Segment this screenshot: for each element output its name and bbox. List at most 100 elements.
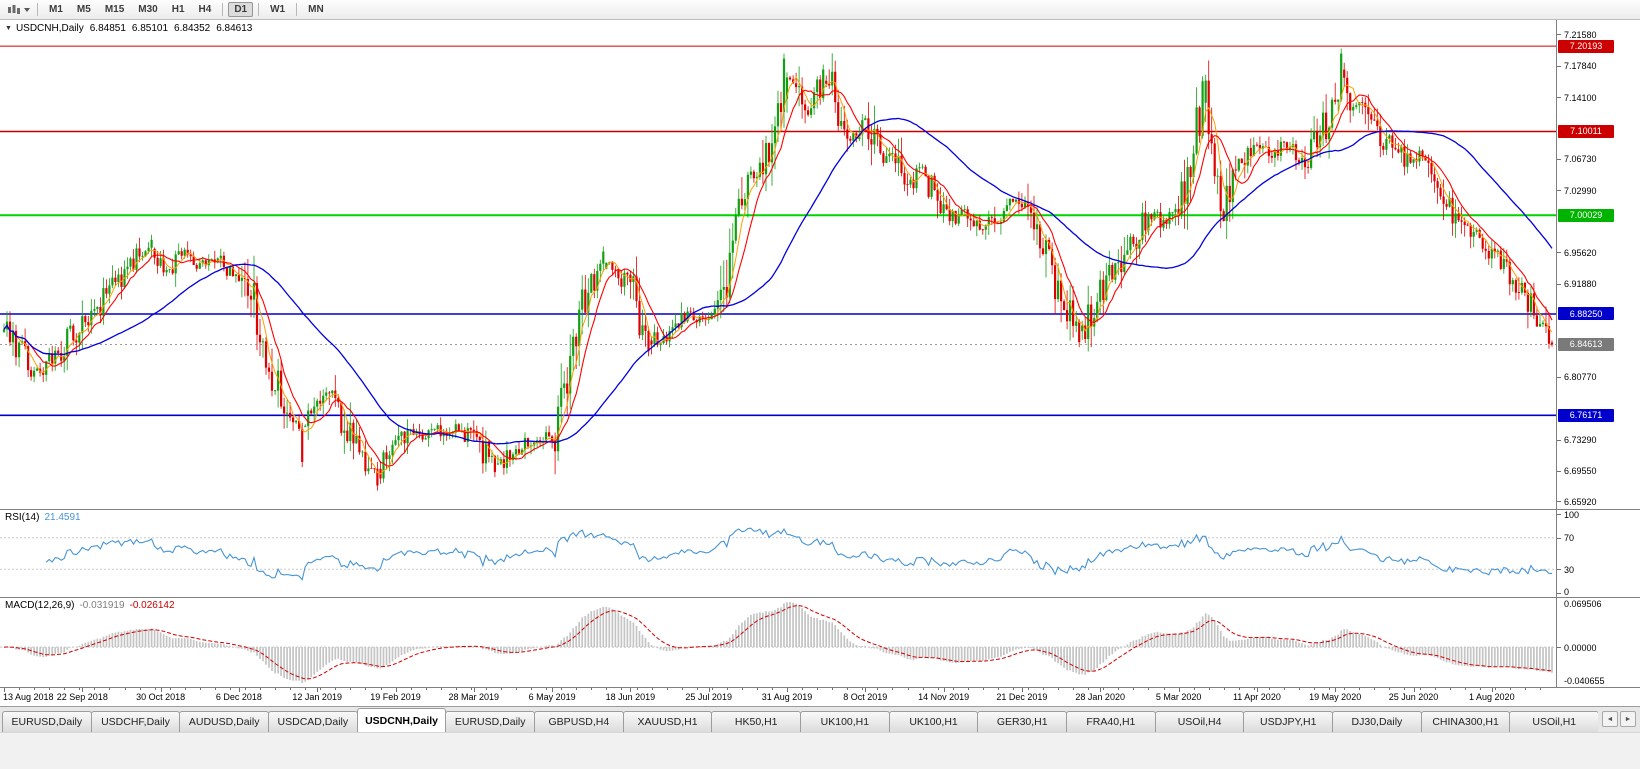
price-axis[interactable]: 7.21580 7.17840 7.14100 7.06730 7.02990 6.956… bbox=[1556, 20, 1640, 509]
ohlc-low: 6.84352 bbox=[174, 23, 211, 34]
date-axis-minor-tick bbox=[772, 688, 773, 690]
date-axis-minor-tick bbox=[937, 688, 939, 690]
tabs-scroll-left-button[interactable]: ◄ bbox=[1602, 711, 1618, 727]
chart-tab-CHINA300-H1[interactable]: CHINA300,H1 bbox=[1420, 711, 1511, 732]
chart-tab-USDCHF-Daily[interactable]: USDCHF,Daily bbox=[90, 711, 181, 732]
date-axis-minor-tick bbox=[1163, 688, 1165, 690]
date-axis-label: 14 Nov 2019 bbox=[918, 692, 970, 702]
date-axis-minor-tick bbox=[1268, 688, 1270, 690]
date-axis-tick bbox=[787, 688, 788, 692]
timeframe-button-W1[interactable]: W1 bbox=[270, 4, 286, 15]
macd-main-value: -0.031919 bbox=[79, 600, 125, 611]
date-axis-minor-tick bbox=[320, 688, 322, 690]
chart-title: ▼ USDCNH,Daily 6.84851 6.85101 6.84352 6.8461… bbox=[5, 23, 252, 34]
chart-tab-HK50-H1[interactable]: HK50,H1 bbox=[711, 711, 802, 732]
rsi-axis-label: 70 bbox=[1564, 533, 1575, 544]
chart-tab-USDCAD-Daily[interactable]: USDCAD,Daily bbox=[268, 711, 358, 732]
date-axis-label: 1 Aug 2020 bbox=[1469, 692, 1515, 702]
date-axis-minor-tick bbox=[877, 688, 879, 690]
timeframe-button-M1[interactable]: M1 bbox=[49, 4, 63, 15]
date-axis-tick bbox=[4, 688, 5, 692]
chart-type-icon[interactable] bbox=[5, 3, 23, 17]
price-chart-canvas[interactable] bbox=[0, 20, 1556, 509]
timeframe-button-MN[interactable]: MN bbox=[308, 4, 324, 15]
date-axis-minor-tick bbox=[1103, 688, 1105, 690]
timeframe-button-H1[interactable]: H1 bbox=[171, 4, 185, 15]
timeframe-button-M15[interactable]: M15 bbox=[104, 4, 125, 15]
collapse-arrow-icon[interactable]: ▼ bbox=[5, 25, 12, 32]
date-axis-minor-tick bbox=[591, 688, 593, 690]
date-axis-minor-tick bbox=[440, 688, 442, 690]
timeframe-button-D1[interactable]: D1 bbox=[228, 2, 254, 17]
price-axis-tick bbox=[1557, 190, 1561, 192]
date-axis-minor-tick bbox=[365, 688, 367, 690]
date-axis-minor-tick bbox=[1058, 688, 1060, 690]
date-axis-minor-tick bbox=[1284, 688, 1285, 690]
rsi-axis-tick bbox=[1557, 537, 1561, 539]
chart-tab-bar: EURUSD,Daily USDCHF,Daily AUDUSD,Daily USDC… bbox=[0, 706, 1640, 732]
toolbar-separator bbox=[37, 3, 38, 16]
date-axis-label: 12 Jan 2019 bbox=[292, 692, 342, 702]
chart-tab-DJ30-Daily[interactable]: DJ30,Daily bbox=[1332, 711, 1422, 732]
chart-tab-UK100-H1[interactable]: UK100,H1 bbox=[800, 711, 890, 732]
date-axis-minor-tick bbox=[1464, 688, 1466, 690]
date-axis-tick bbox=[630, 688, 632, 692]
date-axis-minor-tick bbox=[1329, 688, 1331, 690]
chart-tab-USDCNH-Daily[interactable]: USDCNH,Daily bbox=[356, 708, 447, 732]
timeframe-buttons-group: M1 M5 M15 M30 H1 H4 D1 W1 MN bbox=[42, 2, 331, 17]
rsi-axis-tick bbox=[1557, 514, 1561, 515]
date-axis-minor-tick bbox=[1419, 688, 1421, 690]
timeframe-button-M30[interactable]: M30 bbox=[138, 4, 158, 15]
chart-tab-FRA40-H1[interactable]: FRA40,H1 bbox=[1066, 711, 1156, 732]
macd-signal-value: -0.026142 bbox=[129, 600, 175, 611]
chart-window: ▼ USDCNH,Daily 6.84851 6.85101 6.84352 6.8461… bbox=[0, 20, 1640, 706]
chart-tab-USOil-H1[interactable]: USOil,H1 bbox=[1509, 711, 1598, 732]
date-axis-minor-tick bbox=[681, 688, 683, 690]
date-axis-tick bbox=[708, 688, 710, 692]
date-axis-label: 30 Oct 2018 bbox=[136, 692, 186, 702]
macd-axis-label: -0.040655 bbox=[1564, 676, 1605, 686]
chart-tab-EURUSD-Daily[interactable]: EURUSD,Daily bbox=[445, 711, 536, 732]
date-axis-minor-tick bbox=[606, 688, 608, 690]
date-axis-minor-tick bbox=[696, 688, 698, 690]
price-chart-panel[interactable]: ▼ USDCNH,Daily 6.84851 6.85101 6.84352 6.8461… bbox=[0, 20, 1640, 510]
chart-tab-AUDUSD-Daily[interactable]: AUDUSD,Daily bbox=[179, 711, 270, 732]
date-axis-minor-tick bbox=[350, 688, 352, 690]
price-axis-tick bbox=[1557, 283, 1561, 285]
date-axis-minor-tick bbox=[1509, 688, 1511, 690]
macd-axis: 0.069506 0.00000 -0.040655 bbox=[1556, 598, 1640, 687]
ohlc-high: 6.85101 bbox=[131, 23, 169, 34]
date-axis-minor-tick bbox=[455, 688, 457, 690]
chart-tab-EURUSD-Daily[interactable]: EURUSD,Daily bbox=[2, 711, 92, 732]
macd-canvas bbox=[0, 602, 1556, 683]
chart-tab-UK100-H1[interactable]: UK100,H1 bbox=[888, 711, 979, 732]
tabs-scroll-right-button[interactable]: ► bbox=[1620, 711, 1636, 727]
rsi-axis-label: 30 bbox=[1564, 564, 1575, 575]
date-axis-minor-tick bbox=[305, 688, 307, 690]
date-axis-tick bbox=[1256, 688, 1258, 692]
chart-tab-USDJPY-H1[interactable]: USDJPY,H1 bbox=[1243, 711, 1334, 732]
date-axis-tick bbox=[1335, 688, 1337, 692]
timeframe-button-M5[interactable]: M5 bbox=[76, 4, 91, 15]
chevron-down-icon[interactable] bbox=[24, 7, 30, 12]
date-axis-tick bbox=[943, 688, 945, 692]
date-axis-minor-tick bbox=[229, 688, 231, 690]
chart-tab-USOil-H4[interactable]: USOil,H4 bbox=[1154, 711, 1245, 732]
date-axis-minor-tick bbox=[49, 688, 51, 690]
macd-panel[interactable]: MACD(12,26,9) -0.031919 -0.026142 0.069506… bbox=[0, 598, 1640, 688]
date-axis[interactable]: 13 Aug 2018 22 Sep 2018 30 Oct 2018 6 Dec 2… bbox=[0, 688, 1640, 706]
date-axis-minor-tick bbox=[516, 688, 517, 690]
price-axis-label: 6.95620 bbox=[1564, 247, 1597, 258]
chart-tab-GBPUSD-H4[interactable]: GBPUSD,H4 bbox=[534, 711, 624, 732]
chart-tab-XAUUSD-H1[interactable]: XAUUSD,H1 bbox=[622, 711, 713, 732]
rsi-panel[interactable]: RSI(14) 21.4591 100 70 30 0 bbox=[0, 510, 1640, 598]
timeframe-button-H4[interactable]: H4 bbox=[198, 4, 212, 15]
date-axis-minor-tick bbox=[982, 688, 984, 690]
candlestick-icon bbox=[8, 4, 20, 14]
date-axis-minor-tick bbox=[967, 688, 969, 690]
date-axis-minor-tick bbox=[1073, 688, 1075, 690]
date-axis-minor-tick bbox=[1524, 688, 1526, 690]
date-axis-tick bbox=[238, 688, 240, 692]
chart-tab-GER30-H1[interactable]: GER30,H1 bbox=[977, 711, 1068, 732]
date-axis-minor-tick bbox=[1012, 688, 1014, 690]
